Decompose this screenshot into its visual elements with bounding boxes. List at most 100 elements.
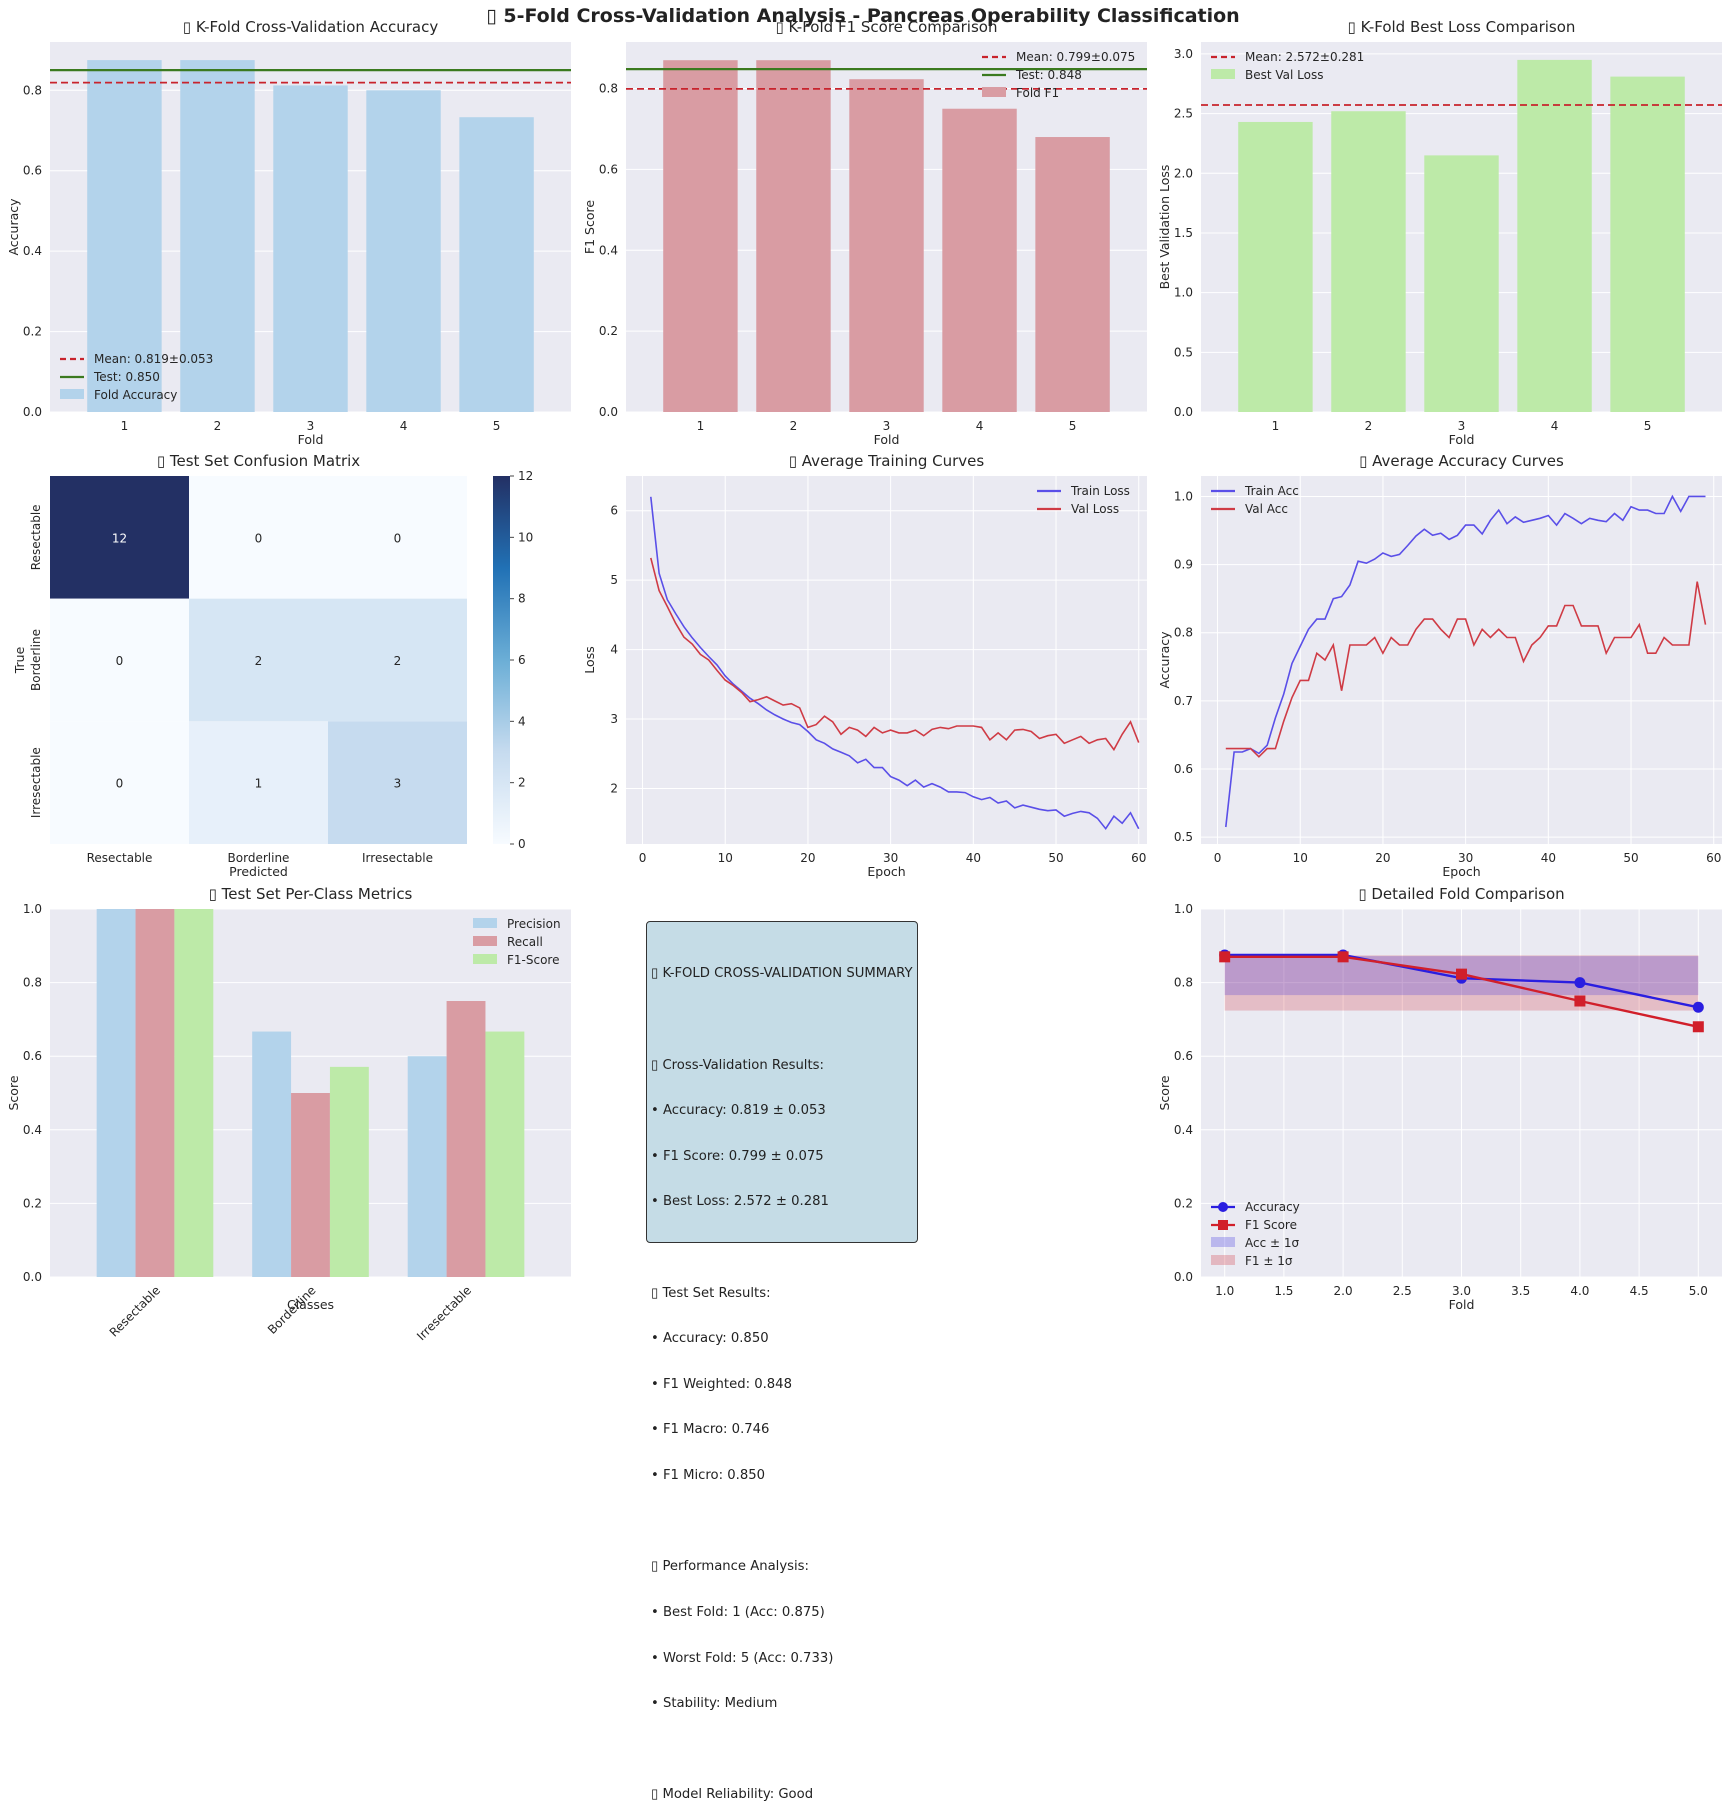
- x-tick-label: 3.0: [1452, 1284, 1471, 1298]
- y-tick-label: 4: [610, 643, 618, 657]
- y-tick-label: 3.0: [1174, 47, 1193, 61]
- x-axis-label: Epoch: [867, 864, 905, 879]
- legend: Precision Recall F1-Score: [473, 917, 561, 967]
- x-tick-label: 2: [214, 419, 222, 433]
- y-tick-label: 0.6: [23, 1049, 42, 1063]
- y-tick-label: 0.4: [1174, 1123, 1193, 1137]
- colorbar-tick-label: 2: [518, 776, 526, 790]
- x-tick-label: 50: [1623, 851, 1638, 865]
- bar: [1331, 111, 1406, 413]
- x-tick-label: 60: [1706, 851, 1721, 865]
- bar: [1424, 155, 1499, 413]
- legend-label: Best Val Loss: [1245, 68, 1324, 82]
- legend-label: F1 ± 1σ: [1245, 1254, 1293, 1268]
- y-tick-label: 0.0: [23, 1270, 42, 1284]
- chart-title: ▯ Test Set Per-Class Metrics: [209, 885, 413, 903]
- x-tick-label: 5: [1069, 419, 1077, 433]
- cm-cell: [189, 721, 328, 844]
- data-point: [1574, 995, 1586, 1007]
- bar: [180, 60, 255, 412]
- y-tick-label: 0.8: [23, 976, 42, 990]
- x-tick-label: 40: [1541, 851, 1556, 865]
- x-tick-label: 4.0: [1570, 1284, 1589, 1298]
- chart-title: ▯ K-Fold F1 Score Comparison: [776, 18, 998, 36]
- bar: [1238, 121, 1313, 412]
- cm-value: 2: [255, 654, 263, 668]
- figure-title: ▯ 5-Fold Cross-Validation Analysis - Pan…: [486, 5, 1239, 27]
- legend: Mean: 0.819±0.053 Test: 0.850 Fold Accurac…: [60, 352, 213, 402]
- colorbar: [493, 476, 510, 844]
- data-point: [1574, 977, 1586, 989]
- y-tick-label: 2.0: [1174, 166, 1193, 180]
- x-axis-label: Classes: [287, 1297, 334, 1312]
- legend: Accuracy F1 Score Acc ± 1σ F1 ± 1σ: [1211, 1200, 1300, 1268]
- y-tick-label: 2.5: [1174, 107, 1193, 121]
- y-tick-label: Borderline: [29, 629, 43, 691]
- legend-label: Train Loss: [1070, 484, 1130, 498]
- data-point: [1692, 1001, 1704, 1013]
- x-tick-label: 2.5: [1393, 1284, 1412, 1298]
- legend-label: Precision: [507, 917, 561, 931]
- y-tick-label: 0.2: [23, 325, 42, 339]
- y-axis-label: Accuracy: [6, 198, 21, 256]
- x-tick-label: 10: [1293, 851, 1308, 865]
- legend-label: F1-Score: [507, 953, 559, 967]
- summary-line: [651, 1742, 913, 1757]
- colorbar-tick-label: 0: [518, 837, 526, 851]
- bar: [252, 1031, 292, 1277]
- data-point: [1337, 951, 1349, 963]
- summary-line: • F1 Macro: 0.746: [651, 1422, 770, 1438]
- legend-swatch: [473, 918, 497, 928]
- y-axis-label: True: [12, 646, 27, 674]
- legend-swatch: [60, 389, 84, 399]
- y-tick-label: 0.6: [1174, 762, 1193, 776]
- colorbar-tick-label: 10: [518, 530, 533, 544]
- y-tick-label: 0.4: [599, 243, 618, 257]
- summary-line: • F1 Score: 0.799 ± 0.075: [651, 1148, 824, 1164]
- legend-label: Recall: [507, 935, 543, 949]
- bar: [96, 909, 136, 1277]
- bar: [291, 1093, 330, 1277]
- data-point: [1456, 968, 1467, 980]
- x-tick-label: Irresectable: [414, 1283, 474, 1343]
- y-tick-label: 0.0: [23, 405, 42, 419]
- series-line: [650, 557, 1140, 752]
- y-tick-label: 1.0: [23, 902, 42, 916]
- y-axis-label: Score: [1157, 1075, 1172, 1110]
- legend-label: Acc ± 1σ: [1245, 1236, 1300, 1250]
- y-tick-label: 0.4: [23, 1123, 42, 1137]
- x-tick-label: 1.0: [1215, 1284, 1234, 1298]
- y-tick-label: 0.0: [599, 405, 618, 419]
- bar: [1035, 137, 1110, 412]
- summary-line: • Best Fold: 1 (Acc: 0.875): [651, 1604, 825, 1620]
- x-axis-label: Fold: [1449, 432, 1475, 447]
- bar: [446, 1001, 486, 1277]
- bar: [135, 909, 175, 1277]
- y-tick-label: 3: [610, 712, 618, 726]
- x-tick-label: 4.5: [1630, 1284, 1649, 1298]
- cm-cell: [189, 598, 328, 722]
- legend-label: Train Acc: [1244, 484, 1299, 498]
- x-tick-label: 50: [1048, 851, 1063, 865]
- cm-value: 0: [116, 654, 124, 668]
- y-tick-label: 0.8: [23, 83, 42, 97]
- summary-line: [651, 1012, 913, 1027]
- chart-title: ▯ K-Fold Cross-Validation Accuracy: [183, 18, 439, 36]
- cm-cell: [328, 476, 467, 599]
- summary-line: ▯ Model Reliability: Good: [651, 1787, 814, 1803]
- cm-value: 3: [394, 777, 402, 791]
- legend: Mean: 2.572±0.281 Best Val Loss: [1211, 50, 1364, 82]
- series-line: [650, 496, 1140, 831]
- figure: ▯ 5-Fold Cross-Validation Analysis - Pan…: [6, 5, 1722, 1343]
- legend-label: Fold Accuracy: [94, 388, 177, 402]
- cm-value: 0: [394, 531, 402, 545]
- y-tick-label: 0.6: [1174, 1049, 1193, 1063]
- bar: [174, 909, 214, 1277]
- x-axis-label: Predicted: [229, 864, 288, 879]
- legend-swatch: [473, 936, 497, 946]
- chart-cm: ▯ Test Set Confusion Matrix 12 0 0 0 2 2 0 1 3 Res…: [12, 452, 533, 879]
- x-tick-label: 20: [800, 851, 815, 865]
- legend-swatch: [1211, 1237, 1235, 1247]
- summary-line: • F1 Weighted: 0.848: [651, 1376, 792, 1392]
- x-tick-label: 1.5: [1274, 1284, 1293, 1298]
